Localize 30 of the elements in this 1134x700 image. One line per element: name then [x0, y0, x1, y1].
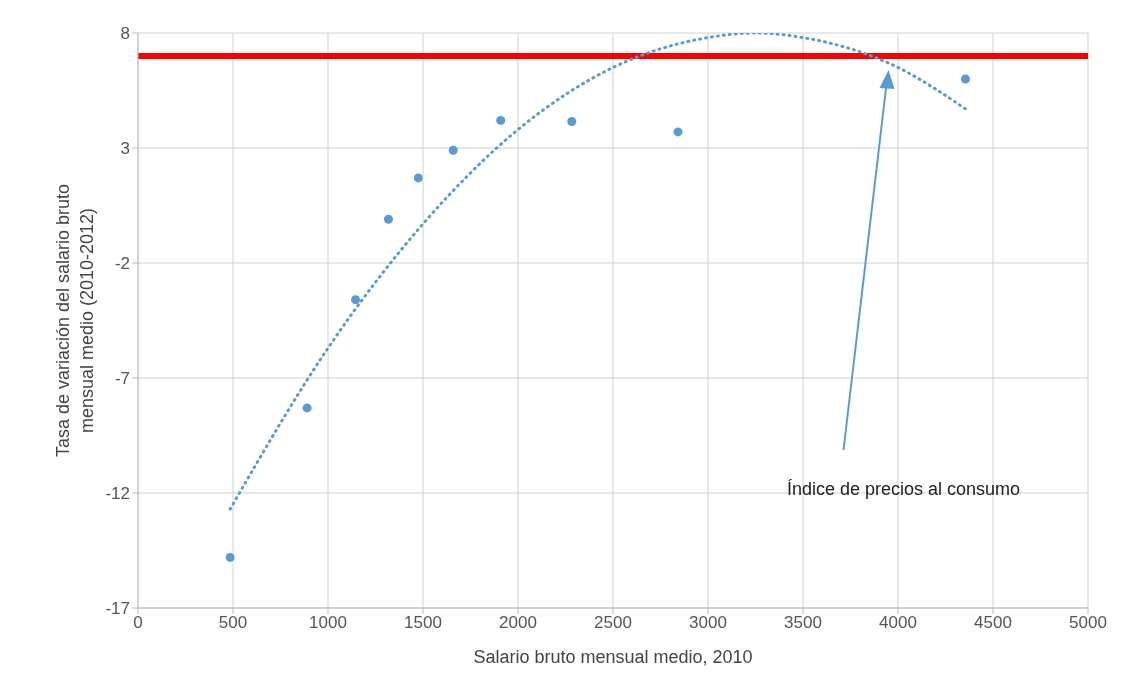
- point: [351, 295, 361, 305]
- y-tick-label: -2: [114, 254, 130, 274]
- x-tick-label: 5000: [1069, 613, 1107, 633]
- x-tick-label: 0: [133, 613, 143, 633]
- x-tick-label: 3500: [784, 613, 822, 633]
- x-tick-label: 2000: [499, 613, 537, 633]
- y-tick-label: -12: [105, 484, 130, 504]
- y-tick-label: 3: [120, 139, 130, 159]
- x-tick-label: 4000: [879, 613, 917, 633]
- point: [225, 552, 235, 562]
- point: [383, 214, 393, 224]
- x-tick-label: 2500: [594, 613, 632, 633]
- point: [960, 74, 970, 84]
- x-axis-title: Salario bruto mensual medio, 2010: [473, 647, 753, 667]
- y-tick-label: -7: [114, 369, 130, 389]
- point: [302, 403, 312, 413]
- x-tick-label: 1000: [309, 613, 347, 633]
- y-axis-title: Tasa de variación del salario bruto mensual medio (2010-2012): [53, 183, 97, 458]
- point: [413, 173, 423, 183]
- x-tick-label: 1500: [404, 613, 442, 633]
- y-tick-label: 8: [120, 24, 130, 44]
- x-tick-label: 500: [218, 613, 248, 633]
- point: [567, 117, 577, 127]
- point: [448, 145, 458, 155]
- x-tick-label: 4500: [974, 613, 1012, 633]
- y-tick-label: -17: [105, 599, 130, 619]
- point: [673, 127, 683, 137]
- annotation: Índice de precios al consumo: [786, 479, 1021, 499]
- point: [496, 115, 506, 125]
- x-tick-label: 3000: [689, 613, 727, 633]
